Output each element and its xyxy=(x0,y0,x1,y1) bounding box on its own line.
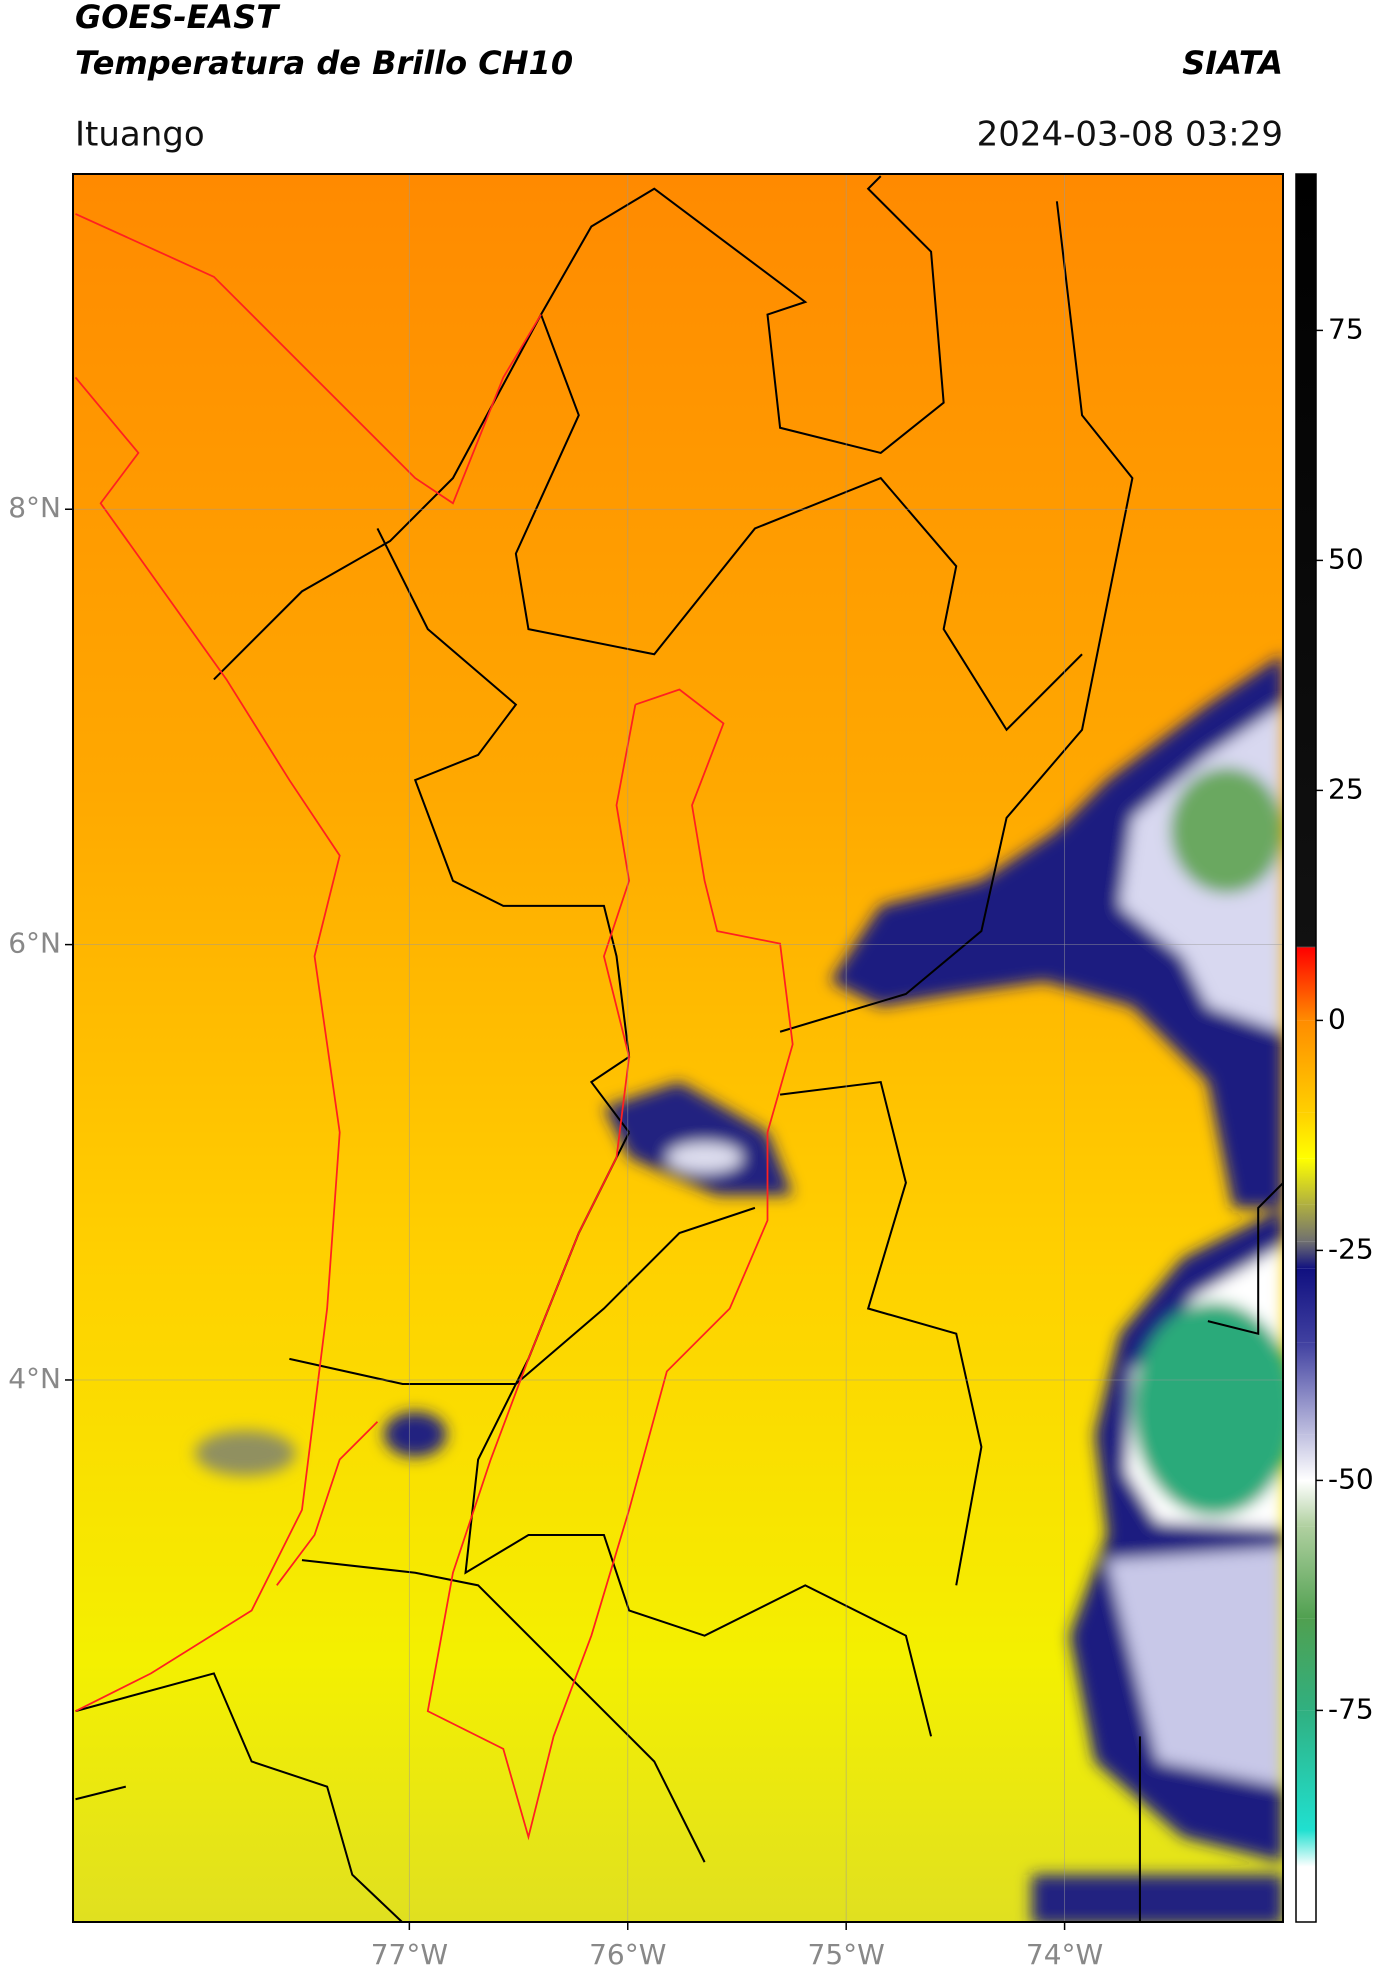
colorbar-segment xyxy=(1296,1830,1316,1867)
y-tick-label: 6°N xyxy=(8,927,61,960)
colorbar-segment xyxy=(1296,1204,1316,1242)
colorbar-segment xyxy=(1296,1480,1316,1527)
colorbar-segment xyxy=(1296,1112,1316,1159)
colorbar-segment xyxy=(1296,1618,1316,1711)
datetime: 2024-03-08 03:29 xyxy=(977,115,1283,155)
x-tick-label: 76°W xyxy=(589,1938,666,1971)
colorbar-segment xyxy=(1296,1526,1316,1619)
colorbar-tick-label: 25 xyxy=(1328,772,1364,805)
colorbar-frame xyxy=(1295,173,1317,1923)
x-tick-label: 77°W xyxy=(371,1938,448,1971)
colorbar-tick-label: -25 xyxy=(1328,1232,1374,1265)
colorbar-tick-label: 0 xyxy=(1328,1002,1346,1035)
colorbar-segment xyxy=(1296,1710,1316,1830)
colorbar-segment xyxy=(1296,1342,1316,1435)
source: SIATA xyxy=(1182,44,1283,82)
colorbar-segment xyxy=(1296,1434,1316,1481)
map-frame xyxy=(72,173,1284,1923)
map-image xyxy=(73,174,1283,1922)
cloud-tops xyxy=(195,654,1283,1922)
colorbar-segment xyxy=(1296,174,1316,947)
subtitle: Temperatura de Brillo CH10 xyxy=(75,44,573,82)
colorbar-segment xyxy=(1296,1866,1316,1922)
colorbar-tick-label: -75 xyxy=(1328,1692,1374,1725)
colorbar-segment xyxy=(1296,1020,1316,1113)
title: GOES-EAST xyxy=(75,0,280,36)
colorbar-segment xyxy=(1296,946,1316,948)
colorbar-tick-label: 50 xyxy=(1328,542,1364,575)
x-tick-label: 74°W xyxy=(1026,1938,1103,1971)
colorbar-tick-label: 75 xyxy=(1328,312,1364,345)
colorbar-segment xyxy=(1296,947,1316,1021)
y-tick-label: 8°N xyxy=(8,491,61,524)
department-borders xyxy=(74,213,794,1841)
colorbar xyxy=(1296,174,1316,1922)
location: Ituango xyxy=(75,115,205,155)
gridlines xyxy=(73,174,1283,1922)
colorbar-segment xyxy=(1296,1241,1316,1269)
y-tick-label: 4°N xyxy=(8,1362,61,1395)
colorbar-tick-label: -50 xyxy=(1328,1462,1374,1495)
colorbar-segment xyxy=(1296,1268,1316,1343)
colorbar-segment xyxy=(1296,1158,1316,1205)
x-tick-label: 75°W xyxy=(808,1938,885,1971)
